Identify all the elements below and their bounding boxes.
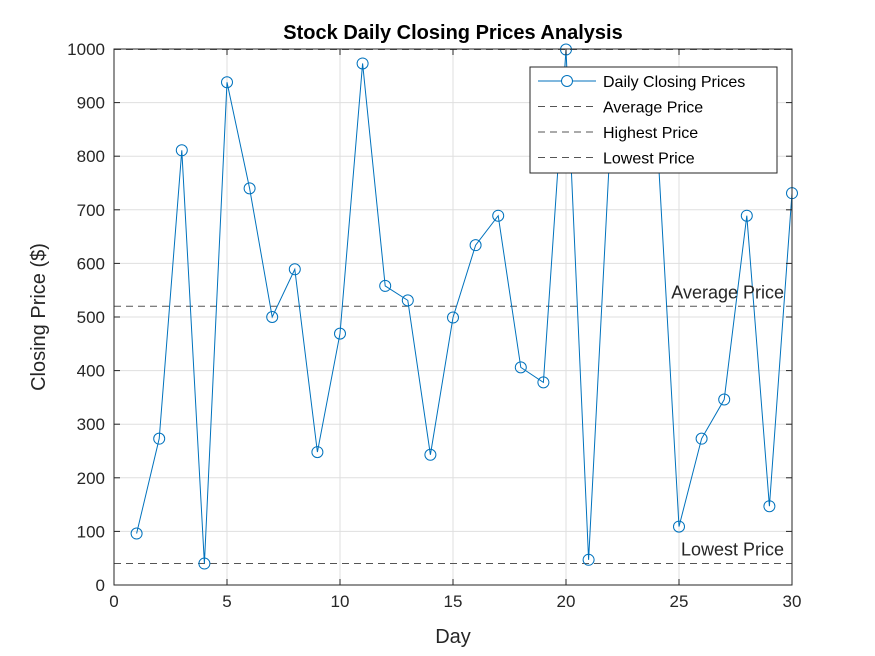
legend-swatch-marker bbox=[561, 75, 573, 87]
legend-label: Highest Price bbox=[603, 125, 698, 142]
y-tick-label: 400 bbox=[77, 362, 105, 381]
data-point bbox=[514, 361, 527, 374]
data-point bbox=[492, 209, 505, 222]
data-point bbox=[311, 446, 324, 459]
y-tick-label: 0 bbox=[96, 576, 105, 595]
y-tick-label: 600 bbox=[77, 254, 105, 273]
ticks: 0 5 10 15 20 25 300100200300400500600700800900… bbox=[67, 40, 801, 611]
data-point bbox=[356, 57, 369, 70]
data-point bbox=[153, 432, 166, 445]
data-point bbox=[334, 327, 346, 340]
legend-label: Daily Closing Prices bbox=[603, 74, 745, 91]
data-point bbox=[560, 43, 572, 56]
data-point bbox=[130, 527, 143, 540]
y-tick-label: 500 bbox=[77, 308, 105, 327]
annotations: Average Price Lowest Price bbox=[671, 282, 784, 559]
x-tick-label: 5 bbox=[222, 592, 231, 611]
data-point bbox=[288, 263, 301, 276]
y-tick-label: 100 bbox=[77, 522, 105, 541]
x-tick-label: 10 bbox=[331, 592, 350, 611]
data-point bbox=[718, 393, 731, 406]
legend-label: Lowest Price bbox=[603, 151, 695, 168]
x-tick-label: 0 bbox=[109, 592, 118, 611]
data-point bbox=[379, 279, 392, 292]
x-tick-label: 25 bbox=[670, 592, 689, 611]
y-tick-label: 300 bbox=[77, 415, 105, 434]
data-point bbox=[175, 144, 188, 157]
y-tick-label: 900 bbox=[77, 94, 105, 113]
data-point bbox=[469, 239, 482, 252]
y-tick-label: 200 bbox=[77, 469, 105, 488]
y-tick-label: 1000 bbox=[67, 40, 105, 59]
y-axis-label: Closing Price ($) bbox=[28, 243, 50, 391]
legend-label: Average Price bbox=[603, 100, 703, 117]
data-point bbox=[740, 209, 753, 222]
data-point bbox=[537, 376, 550, 389]
data-point bbox=[221, 76, 233, 89]
x-tick-label: 15 bbox=[444, 592, 463, 611]
data-point bbox=[243, 182, 256, 195]
x-axis-label: Day bbox=[435, 626, 471, 648]
data-point bbox=[424, 448, 437, 461]
data-point bbox=[673, 520, 685, 533]
data-point bbox=[582, 553, 595, 566]
y-tick-label: 700 bbox=[77, 201, 105, 220]
data-point bbox=[695, 432, 708, 445]
legend: Daily Closing Prices Average Price Highest… bbox=[529, 66, 778, 174]
annotation-average-price: Average Price bbox=[671, 282, 784, 302]
x-tick-label: 20 bbox=[557, 592, 576, 611]
series-line bbox=[136, 49, 793, 564]
data-point bbox=[447, 311, 459, 324]
series-daily-closing-prices bbox=[130, 43, 798, 570]
y-tick-label: 800 bbox=[77, 147, 105, 166]
data-point bbox=[266, 311, 279, 323]
data-point bbox=[198, 557, 211, 570]
chart-title: Stock Daily Closing Prices Analysis bbox=[283, 22, 622, 44]
x-tick-label: 30 bbox=[783, 592, 802, 611]
data-point bbox=[763, 500, 776, 513]
annotation-lowest-price: Lowest Price bbox=[681, 540, 784, 560]
data-point bbox=[401, 294, 414, 307]
